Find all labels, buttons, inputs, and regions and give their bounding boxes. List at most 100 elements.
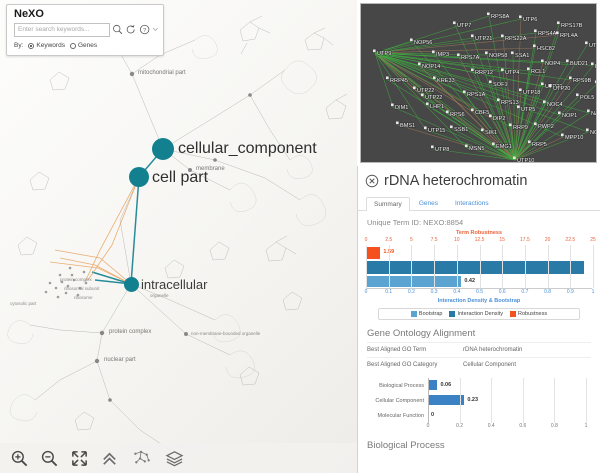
svg-text:RPS22A: RPS22A [505, 36, 527, 42]
hbar-track-0: 0.06 [428, 378, 592, 393]
svg-text:NOC4: NOC4 [547, 102, 563, 108]
chart-top-axis: 0 2.5 5 7.5 10 12.5 15 17.5 20 22.5 25 [364, 237, 596, 245]
axis-tick-top: 2.5 [385, 237, 393, 243]
svg-text:RPS17B: RPS17B [561, 23, 583, 29]
hbar-row-cellular-component: Cellular Component 0.23 [366, 393, 592, 408]
chart-title-term-robustness: Term Robustness [455, 230, 503, 236]
bar-value-bootstrap: 0.42 [464, 278, 476, 284]
radio-genes-label: Genes [77, 42, 98, 49]
go-key-term: Best Aligned GO Term [367, 347, 427, 353]
refresh-icon[interactable] [125, 23, 136, 36]
axis-tick-top: 20 [544, 237, 551, 243]
gridline [593, 245, 594, 288]
hbar-label-biological-process: Biological Process [379, 382, 424, 389]
axis-tick-bottom: 0.4 [453, 289, 461, 295]
legend-label-robustness: Robustness [518, 311, 548, 317]
search-icon[interactable] [112, 23, 123, 36]
collapse-icon[interactable] [152, 23, 159, 36]
axis-tick-bottom: 0.6 [498, 289, 506, 295]
radio-keywords[interactable] [28, 42, 35, 49]
svg-text:CBF5: CBF5 [475, 110, 489, 116]
svg-text:HSC82: HSC82 [537, 46, 555, 52]
radio-genes[interactable] [69, 42, 76, 49]
svg-text:NOP6: NOP6 [590, 130, 597, 136]
bar-bootstrap [366, 276, 462, 287]
svg-text:?: ? [143, 28, 146, 34]
svg-text:MSN5: MSN5 [469, 146, 485, 152]
hbar-axis-tick: 0.6 [519, 423, 527, 429]
node-cell-part[interactable] [129, 167, 149, 187]
gridline [479, 245, 481, 288]
svg-text:UTP8: UTP8 [435, 147, 449, 153]
axis-tick-bottom: 0.8 [544, 289, 552, 295]
svg-text:RRP12: RRP12 [475, 70, 493, 76]
network-graph[interactable] [0, 0, 357, 473]
search-input[interactable] [14, 22, 110, 37]
zoom-in-icon[interactable] [10, 449, 29, 468]
search-mode-group[interactable]: By: Keywords Genes [14, 42, 97, 49]
hbar-track-1: 0.23 [428, 393, 592, 408]
axis-tick-top: 10 [454, 237, 460, 243]
axis-tick-bottom: 0.3 [430, 289, 438, 295]
svg-text:RPL4A: RPL4A [560, 33, 578, 39]
svg-text:UTP21: UTP21 [475, 36, 492, 42]
legend-item-robustness: Robustness [510, 311, 547, 317]
panel-header: rDNA heterochromatin [358, 166, 600, 192]
axis-tick-top: 7.5 [430, 237, 438, 243]
svg-text:RCL1: RCL1 [531, 69, 545, 75]
svg-text:UTP18: UTP18 [523, 90, 540, 96]
page-title: rDNA heterochromatin [384, 173, 528, 189]
tab-interactions[interactable]: Interactions [454, 200, 489, 207]
node-cellular-component[interactable] [152, 138, 174, 160]
network-icon[interactable] [130, 449, 154, 468]
axis-tick-top: 25 [590, 237, 596, 243]
gridline [554, 378, 556, 423]
axis-tick-top: 22.5 [565, 237, 576, 243]
legend-swatch-robustness [510, 311, 517, 317]
node-intracellular[interactable] [124, 277, 139, 292]
svg-text:LHP1: LHP1 [430, 104, 444, 110]
gene-interaction-view[interactable]: UTP9 NOP56 UTP7 RPS8A UTP6 RPS17B IMP3 UTP21 RPS… [360, 3, 597, 163]
search-row[interactable]: ? [14, 22, 159, 37]
svg-text:POL5: POL5 [580, 95, 594, 101]
tab-summary[interactable]: Summary [366, 197, 410, 211]
svg-text:MPP10: MPP10 [565, 135, 583, 141]
svg-text:RPS8A: RPS8A [491, 14, 510, 20]
svg-text:RRP5: RRP5 [532, 142, 547, 148]
axis-tick-bottom: 0.5 [476, 289, 483, 295]
svg-text:UTP20: UTP20 [553, 86, 570, 92]
radio-keywords-label: Keywords [36, 42, 65, 49]
hbar-fill-cellular-component [428, 395, 465, 405]
svg-text:RPS13: RPS13 [501, 100, 519, 106]
zoom-out-icon[interactable] [40, 449, 59, 468]
app-title: NeXO [14, 8, 44, 20]
svg-text:SSB1: SSB1 [454, 127, 468, 133]
close-icon[interactable] [365, 174, 379, 188]
axis-tick-top: 0 [364, 237, 368, 243]
svg-text:NOP58: NOP58 [489, 53, 507, 59]
svg-text:PWP2: PWP2 [538, 124, 554, 130]
chart-bottom-axis: 0 0.1 0.2 0.3 0.4 0.5 0.6 0.7 0.8 0.9 1 [364, 289, 595, 297]
hbar-axis-tick: 0.2 [456, 423, 464, 429]
go-value-category: Cellular Component [463, 362, 517, 368]
axis-tick-bottom: 0.7 [521, 289, 529, 295]
hbar-fill-biological-process [428, 380, 438, 390]
network-view[interactable]: cellular_component cell part intracellul… [0, 0, 357, 473]
hbar-axis-tick: 0.4 [487, 423, 495, 429]
gridline [547, 245, 549, 288]
chevrons-up-icon[interactable] [100, 449, 119, 468]
tab-bar[interactable]: Summary Genes Interactions [358, 192, 600, 211]
help-icon[interactable]: ? [139, 23, 150, 36]
layers-icon[interactable] [165, 449, 184, 468]
fit-screen-icon[interactable] [70, 449, 89, 468]
axis-tick-bottom: 0.1 [385, 289, 393, 295]
axis-tick-top: 12.5 [474, 237, 485, 243]
gridline [491, 378, 493, 423]
gridline [524, 245, 526, 288]
term-detail-panel[interactable]: rDNA heterochromatin Summary Genes Inter… [357, 166, 600, 473]
search-panel[interactable]: NeXO ? By: Keywords Genes [6, 4, 164, 56]
network-toolbar[interactable] [0, 443, 357, 473]
tab-genes[interactable]: Genes [418, 200, 438, 207]
axis-tick-bottom: 0 [364, 289, 368, 295]
gene-network-graph[interactable]: UTP9 NOP56 UTP7 RPS8A UTP6 RPS17B IMP3 UTP21 RPS… [361, 4, 597, 163]
